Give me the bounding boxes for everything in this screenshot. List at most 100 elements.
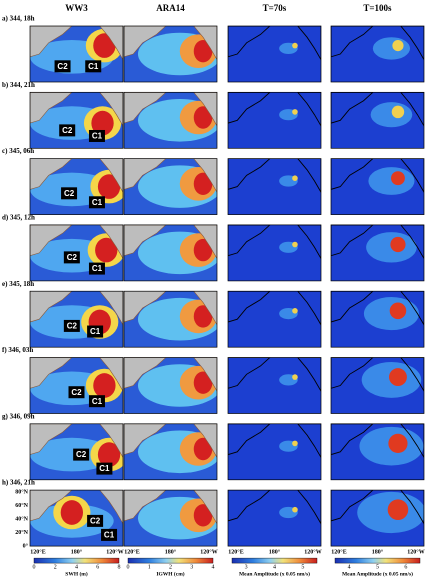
land: [193, 26, 217, 61]
map-panel: [123, 224, 218, 282]
map-panel: [29, 290, 124, 348]
lon-label: 120°E: [124, 548, 139, 555]
cyclone-label: C1: [104, 531, 115, 540]
panel-frame: [330, 489, 425, 547]
wave-peak: [193, 238, 213, 262]
amplitude-peak: [391, 171, 405, 186]
amplitude-peak: [388, 433, 408, 454]
cyclone-label: C1: [99, 464, 110, 473]
wave-peak: [193, 172, 213, 195]
land: [30, 158, 73, 190]
panel-frame: [123, 25, 218, 83]
amplitude-peak: [292, 109, 298, 115]
amplitude-peak: [292, 374, 298, 380]
lon-label: 120°W: [304, 548, 321, 555]
lon-label: 180°: [71, 548, 83, 555]
map: [331, 26, 424, 82]
wave-peak: [193, 437, 213, 461]
map: [30, 158, 123, 215]
colorbar-tick: 4: [75, 564, 78, 570]
colorbar: [334, 557, 421, 564]
amplitude-field: [370, 102, 413, 128]
land: [124, 92, 167, 124]
land: [400, 158, 424, 194]
land: [193, 357, 217, 392]
panel-frame: [227, 357, 322, 414]
cyclone-marker: [61, 187, 78, 200]
cyclone-marker: [88, 129, 105, 142]
cyclone-marker: [88, 395, 105, 408]
colorbar-tick: 4: [273, 564, 276, 570]
map-panel: [227, 489, 322, 547]
land: [30, 92, 73, 124]
wave-peak: [193, 305, 213, 328]
cyclone-label: C1: [90, 327, 101, 336]
land: [331, 291, 374, 323]
map: [30, 291, 123, 348]
map: [124, 357, 217, 414]
panel-frame: [330, 158, 425, 215]
land: [297, 291, 321, 326]
wave-peak: [91, 110, 114, 136]
colorbar-tick: 6: [96, 564, 99, 570]
colorbar-tick: 3: [190, 564, 193, 570]
amplitude-peak: [391, 105, 405, 119]
colorbar-tick: 4: [212, 564, 215, 570]
amplitude-peak: [292, 440, 298, 447]
map: [228, 92, 321, 149]
colorbar-tick: 2: [169, 564, 172, 570]
cyclone-marker: [73, 448, 90, 461]
map: [331, 291, 424, 348]
ocean: [228, 357, 321, 414]
panel-frame: [29, 224, 124, 282]
map: [228, 490, 321, 547]
lon-label: 120°W: [200, 548, 217, 555]
map-panel: [330, 25, 425, 83]
land: [124, 26, 167, 58]
ocean: [228, 291, 321, 348]
panel-frame: [123, 290, 218, 348]
amplitude-peak: [292, 506, 298, 513]
land: [99, 357, 123, 392]
row-label: g) 346, 09h: [2, 412, 35, 420]
amplitude-field: [368, 167, 415, 195]
map-panel: [123, 290, 218, 348]
panel-frame: [29, 290, 124, 348]
wave-peak: [193, 504, 213, 527]
land: [99, 158, 123, 193]
panel-frame: [227, 489, 322, 547]
land: [297, 490, 321, 525]
amplitude-peak: [387, 499, 409, 521]
panel-frame: [227, 25, 322, 83]
map-panel: [123, 91, 218, 149]
land: [99, 92, 123, 127]
panel-frame: [330, 224, 425, 282]
colorbar-tick: 0: [127, 564, 130, 570]
row-label: d) 345, 12h: [2, 214, 35, 222]
land: [30, 26, 73, 58]
amplitude-peak: [389, 302, 407, 320]
cyclone-marker: [88, 262, 105, 275]
cyclone-label: C2: [90, 517, 101, 526]
land: [30, 291, 73, 323]
map-panel: [123, 489, 218, 547]
land: [193, 490, 217, 525]
map: [331, 357, 424, 414]
map-panel: [330, 91, 425, 149]
map: [228, 291, 321, 348]
map: [228, 224, 321, 281]
land: [99, 291, 123, 326]
map: [30, 92, 123, 149]
land: [331, 158, 374, 190]
lat-label: 40°N: [15, 515, 28, 522]
lon-label: 120°E: [228, 548, 243, 555]
cyclone-marker: [87, 514, 104, 527]
colorbar: [33, 557, 120, 564]
colorbar-tick: 2: [54, 564, 57, 570]
land: [228, 158, 271, 190]
amplitude-peak: [389, 368, 407, 387]
colorbar-label: Mean Amplitude (x 0.05 nm/s): [239, 570, 310, 577]
panel-frame: [29, 25, 124, 83]
land: [99, 26, 123, 61]
panel-frame: [330, 91, 425, 149]
